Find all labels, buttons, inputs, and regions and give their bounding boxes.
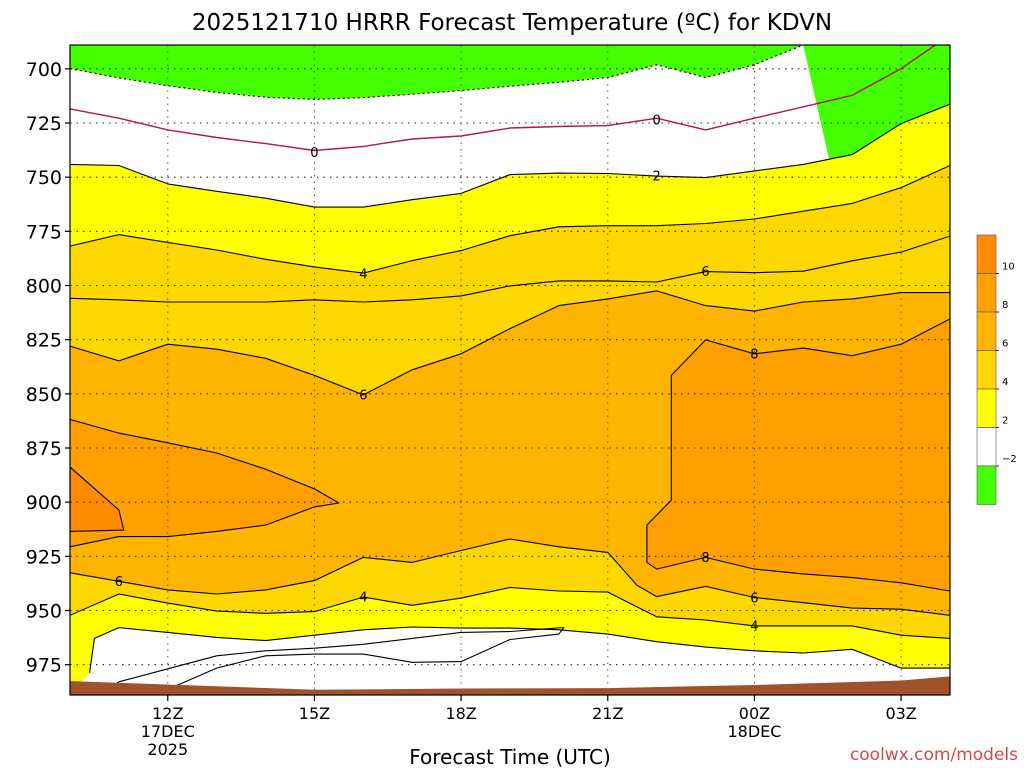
x-tick-label-15Z: 15Z [299,704,330,723]
legend-swatch-6 [976,465,997,505]
isotherm-2-line-2 [70,103,950,208]
x-tick-label-18DEC: 18DEC [727,722,781,741]
contour-label-4: 6 [701,265,709,280]
legend-label-1: 8 [1002,300,1008,311]
fill-8-to-10-west [70,419,339,547]
legend-swatch-1 [976,273,997,313]
isotherm-6-line-5 [70,290,950,396]
y-tick-label-725: 725 [26,113,62,135]
ground-area [70,676,950,695]
grid-lines [70,45,950,695]
y-tick-label-825: 825 [26,330,62,352]
legend-label-0: 10 [1002,262,1015,273]
chart-title: 2025121710 HRRR Forecast Temperature (ºC… [192,10,832,36]
isotherm--2-line-0 [70,45,804,100]
legend-label-4: 2 [1002,416,1008,427]
x-tick-label-18Z: 18Z [445,704,476,723]
contour-label-9: 4 [359,591,367,606]
y-tick-label-975: 975 [26,655,62,677]
isotherm-6-line-9 [70,538,950,616]
contour-labels: 0 0 2 4 6 6 8 8 6 4 6 4 [115,113,759,634]
legend-label-5: −2 [1002,454,1017,465]
y-axis: 700 725 750 775 800 825 850 875 900 925 950 975 [26,59,70,677]
x-tick-label-00Z: 00Z [739,704,770,723]
legend-label-2: 6 [1002,339,1008,350]
contour-label-3: 4 [359,268,367,283]
isotherm-10-line-8 [70,466,125,532]
isotherm-2-line-12 [108,627,565,690]
isotherm-0-line-1 [70,45,936,152]
isotherm-4-line-10 [70,586,950,639]
legend-swatch-5 [976,427,997,467]
contour-label-11: 4 [750,619,758,634]
legend-swatch-4 [976,388,997,428]
legend-swatch-0 [976,234,997,274]
x-tick-label-17DEC: 17DEC [141,722,195,741]
fill-8-to-10-east [646,318,950,591]
x-tick-label-2025: 2025 [147,740,188,759]
y-tick-label-850: 850 [26,384,62,406]
x-axis-label: Forecast Time (UTC) [409,745,611,768]
contour-label-8: 6 [115,575,123,590]
contour-label-5: 6 [359,388,367,403]
fill-minus-2-to-2-pocket [109,627,564,690]
y-tick-label-900: 900 [26,492,62,514]
isotherm-2-line-11 [89,626,950,673]
isotherm-lines [70,45,950,690]
watermark: coolwx.com/models [850,745,1018,765]
contour-label-0: 0 [310,146,318,161]
color-legend: 10 8 6 4 2 −2 [976,234,1017,505]
fill-above-10 [70,467,124,532]
x-tick-label-21Z: 21Z [592,704,623,723]
y-tick-label-875: 875 [26,438,62,460]
y-tick-label-800: 800 [26,276,62,298]
y-tick-label-775: 775 [26,221,62,243]
contour-label-10: 6 [750,592,758,607]
legend-swatch-2 [976,311,997,351]
ground-fill [70,676,950,695]
isotherm-6-line-4 [70,235,950,303]
legend-label-3: 4 [1002,377,1008,388]
y-tick-label-750: 750 [26,167,62,189]
plot-frame [69,44,951,696]
contour-label-7: 8 [701,551,709,566]
isotherm-8-line-6 [70,418,340,548]
fill-minus-2-to-2-low [70,627,950,695]
temperature-fill-area [70,45,950,695]
contour-label-1: 0 [653,113,661,128]
legend-swatch-3 [976,350,997,390]
contour-label-2: 2 [653,170,661,185]
y-tick-label-950: 950 [26,601,62,623]
y-tick-label-925: 925 [26,546,62,568]
y-tick-label-700: 700 [26,59,62,81]
isotherm-4-line-3 [70,164,950,274]
contour-label-6: 8 [750,347,758,362]
isotherm-8-line-7 [646,318,950,592]
x-tick-label-03Z: 03Z [885,704,916,723]
x-tick-label-12Z: 12Z [152,704,183,723]
